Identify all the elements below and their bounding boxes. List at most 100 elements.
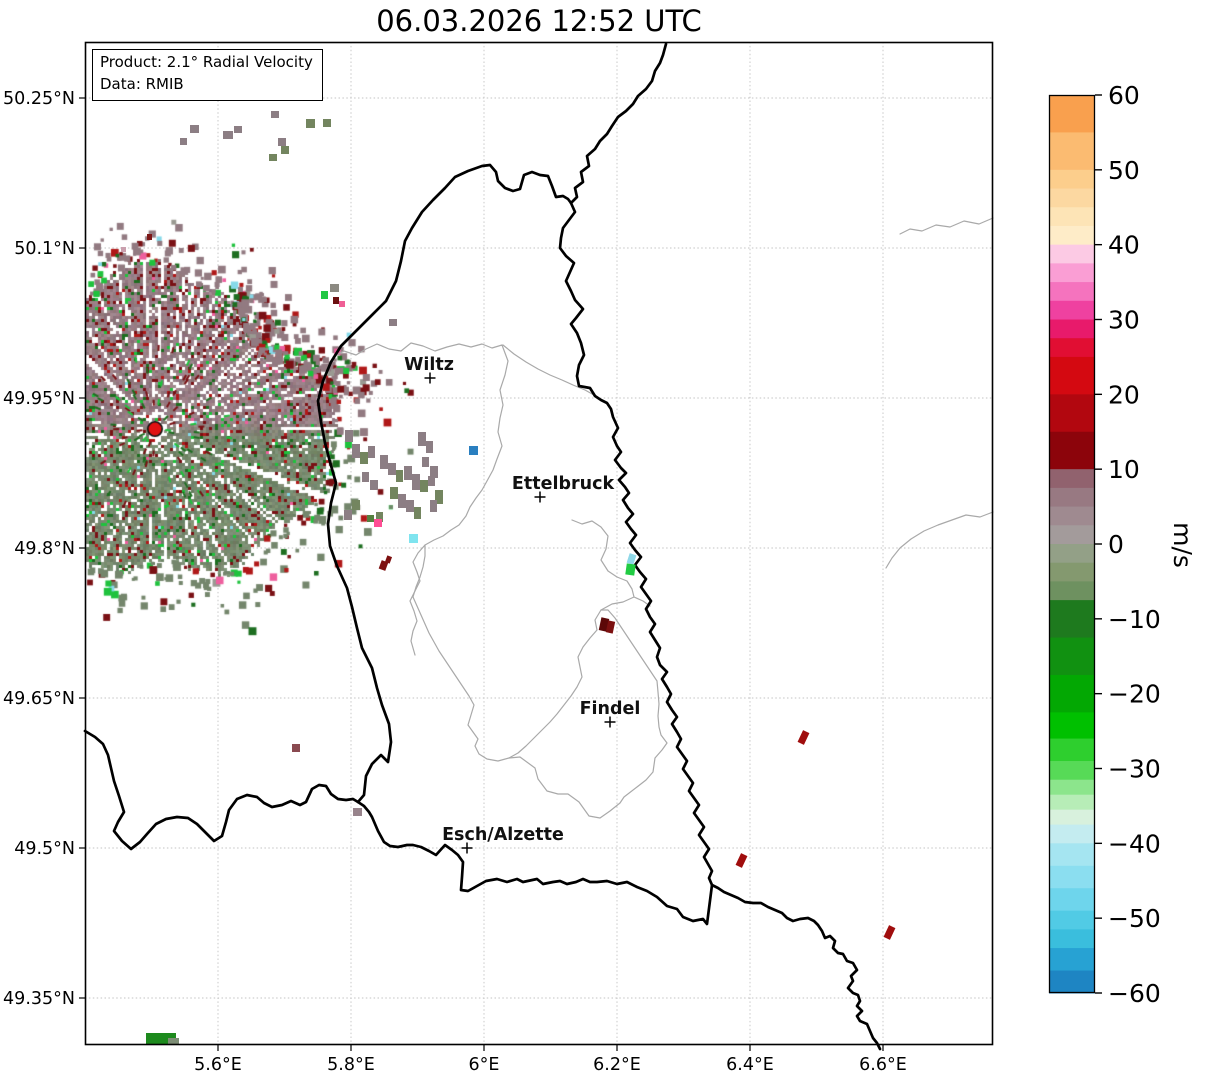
colorbar-band [1049, 506, 1095, 526]
echo-speckle [223, 131, 233, 139]
colorbar-tick-label: −40 [1108, 829, 1161, 858]
colorbar-band [1049, 712, 1095, 740]
product-info-box: Product: 2.1° Radial Velocity Data: RMIB [92, 49, 323, 101]
colorbar-band [1049, 207, 1095, 227]
colorbar-band [1049, 970, 1095, 994]
echo-speckle [430, 466, 438, 478]
colorbar-band [1049, 394, 1095, 433]
echo-speckle [306, 119, 315, 128]
colorbar-band [1049, 865, 1095, 889]
echo-speckle [278, 138, 286, 146]
colorbar-unit-label: m/s [1168, 522, 1197, 568]
colorbar-tick-label: 10 [1108, 455, 1140, 484]
echo-speckle [339, 301, 345, 307]
echo-speckle [190, 125, 199, 133]
echo-speckle [414, 507, 421, 519]
country-border [558, 201, 714, 887]
canton-border [571, 519, 651, 607]
colorbar-tick-label: −60 [1108, 979, 1161, 1008]
echo-speckle [735, 853, 748, 868]
echo-speckle [420, 480, 428, 492]
echo-speckle [626, 553, 637, 565]
colorbar-band [1049, 469, 1095, 489]
colorbar-band [1049, 544, 1095, 564]
page-title: 06.03.2026 12:52 UTC [376, 4, 702, 38]
echo-speckle [378, 560, 389, 571]
country-border [356, 800, 714, 926]
colorbar-band [1049, 263, 1095, 283]
y-tick-label: 49.35°N [3, 989, 75, 1009]
echo-speckle [368, 446, 375, 458]
colorbar-band [1049, 169, 1095, 190]
echo-speckle [398, 494, 406, 508]
echo-speckle [360, 452, 368, 464]
echo-speckle [330, 284, 339, 292]
x-tick-label: 6°E [469, 1055, 500, 1075]
echo-speckle [384, 555, 393, 564]
colorbar-frame [1048, 94, 1096, 994]
echo-speckle [292, 744, 300, 752]
country-border [316, 163, 573, 804]
colorbar-band [1049, 487, 1095, 508]
echo-speckle [598, 617, 610, 632]
colorbar-band [1049, 562, 1095, 582]
y-tick-label: 49.8°N [14, 539, 75, 559]
y-tick-label: 49.65°N [3, 689, 75, 709]
canton-border [502, 344, 595, 396]
colorbar-band [1049, 356, 1095, 395]
colorbar-band [1049, 319, 1095, 339]
echo-speckle [374, 519, 382, 527]
echo-speckle [146, 1033, 176, 1044]
echo-speckle [605, 620, 616, 634]
echo-speckle [344, 510, 352, 520]
x-tick-label: 6.6°E [859, 1055, 907, 1075]
y-tick-label: 50.1°N [14, 239, 75, 259]
colorbar-band [1049, 824, 1095, 844]
colorbar-band [1049, 738, 1095, 762]
colorbar-band [1049, 809, 1095, 826]
echo-speckle [370, 480, 378, 490]
echo-speckle [345, 430, 353, 442]
echo-speckle [428, 476, 435, 486]
echo-speckle [333, 297, 339, 304]
canton-border [412, 544, 635, 762]
colorbar-band [1049, 929, 1095, 949]
colorbar-tick-label: −50 [1108, 904, 1161, 933]
x-tick-label: 6.4°E [726, 1055, 774, 1075]
colorbar-band [1049, 525, 1095, 545]
echo-speckle [168, 1038, 179, 1044]
x-tick-label: 5.6°E [194, 1055, 242, 1075]
echo-speckle [269, 154, 277, 161]
echo-speckle [180, 138, 187, 145]
y-tick-label: 49.5°N [14, 839, 75, 859]
canton-border [885, 511, 994, 569]
country-border [83, 729, 360, 851]
echo-speckle [625, 563, 636, 576]
colorbar-tick-label: −30 [1108, 755, 1161, 784]
colorbar-band [1049, 674, 1095, 713]
echo-speckle [353, 808, 362, 816]
colorbar-band [1049, 132, 1095, 171]
echo-speckle [422, 457, 429, 467]
colorbar-tick-label: 50 [1108, 156, 1140, 185]
colorbar-tick-label: −10 [1108, 605, 1161, 634]
echo-speckle [435, 490, 443, 504]
echo-speckle [883, 925, 896, 940]
echo-speckle [121, 247, 126, 252]
canton-border [332, 342, 509, 656]
colorbar-band [1049, 794, 1095, 811]
echo-speckle [409, 534, 418, 543]
colorbar-band [1049, 910, 1095, 930]
colorbar-tick-label: 0 [1108, 530, 1124, 559]
echo-speckle [367, 515, 374, 522]
country-border [569, 42, 668, 205]
colorbar-band [1049, 843, 1095, 867]
y-tick-label: 50.25°N [3, 89, 75, 109]
colorbar-band [1049, 761, 1095, 781]
plot-frame [84, 41, 994, 1046]
echo-speckle [281, 146, 289, 154]
colorbar-band [1049, 225, 1095, 246]
colorbar-band [1049, 637, 1095, 676]
